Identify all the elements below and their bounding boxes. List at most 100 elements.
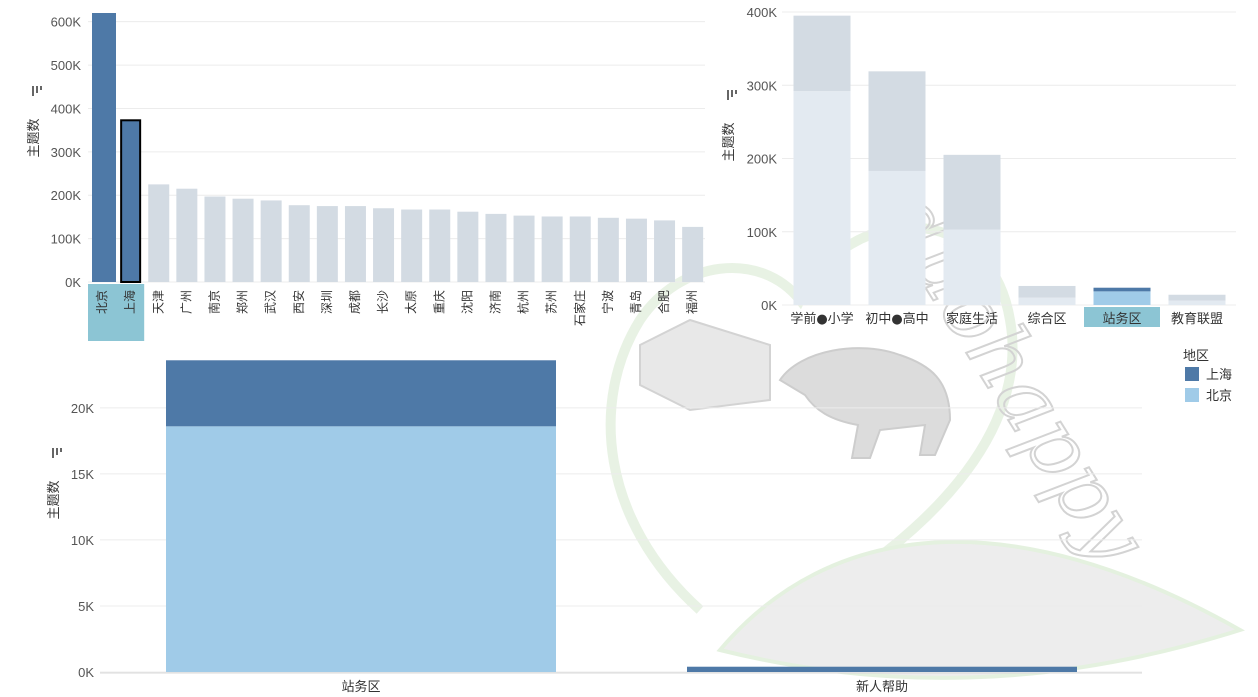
sort-icon[interactable]: [727, 90, 737, 100]
bar[interactable]: [457, 211, 479, 282]
bar-segment[interactable]: [943, 229, 1001, 305]
selection-highlight: [1084, 307, 1160, 327]
bar[interactable]: [401, 209, 423, 282]
selection-highlight: [88, 284, 145, 341]
bar[interactable]: [625, 218, 647, 282]
y-tick-label: 400K: [747, 5, 778, 20]
bar[interactable]: [204, 196, 226, 282]
y-tick-label: 100K: [51, 232, 82, 247]
y-axis-label: 主题数: [47, 480, 62, 519]
x-tick-label[interactable]: 苏州: [545, 290, 559, 314]
bar-segment[interactable]: [1168, 300, 1226, 305]
sort-icon[interactable]: [52, 448, 62, 458]
bar[interactable]: [429, 209, 451, 282]
y-tick-label: 300K: [51, 145, 82, 160]
bar[interactable]: [92, 13, 116, 282]
bar-segment[interactable]: [687, 666, 1077, 672]
bar[interactable]: [176, 188, 198, 282]
bar[interactable]: [682, 226, 704, 282]
sort-icon[interactable]: [32, 86, 42, 96]
y-tick-label: 300K: [747, 78, 778, 93]
x-tick-label[interactable]: 教育联盟: [1171, 311, 1223, 327]
bar-segment[interactable]: [166, 426, 556, 672]
bar-segment[interactable]: [1093, 291, 1151, 305]
x-tick-label[interactable]: 济南: [487, 290, 502, 314]
x-tick-label[interactable]: 沈阳: [459, 290, 474, 314]
watermark-books-icon: [639, 318, 771, 412]
bar-segment[interactable]: [1093, 287, 1151, 292]
bar[interactable]: [513, 215, 535, 282]
x-tick-label[interactable]: 杭州: [516, 290, 531, 314]
x-tick-label[interactable]: 学前●小学: [790, 311, 853, 327]
x-tick-label[interactable]: 太原: [403, 290, 418, 314]
legend-label-shanghai[interactable]: 上海: [1206, 368, 1232, 383]
x-tick-label[interactable]: 上海: [122, 290, 137, 314]
x-tick-label[interactable]: 深圳: [320, 290, 334, 314]
x-tick-label[interactable]: 北京: [95, 290, 109, 314]
bar[interactable]: [597, 217, 619, 282]
y-tick-label: 200K: [747, 152, 778, 167]
y-tick-label: 400K: [51, 101, 82, 116]
bar[interactable]: [260, 200, 282, 282]
x-tick-label[interactable]: 初中●高中: [865, 311, 928, 327]
y-tick-label: 10K: [71, 533, 94, 548]
bar-segment[interactable]: [1018, 285, 1076, 298]
bar-segment[interactable]: [793, 15, 851, 92]
x-tick-label[interactable]: 西安: [291, 290, 306, 314]
x-tick-label[interactable]: 成都: [348, 290, 362, 314]
watermark-animal-icon: [778, 347, 952, 459]
legend-title: 地区: [1183, 349, 1209, 364]
bar-segment[interactable]: [868, 170, 926, 305]
y-tick-label: 20K: [71, 401, 94, 416]
legend-swatch-beijing[interactable]: [1185, 388, 1199, 402]
x-tick-label[interactable]: 天津: [151, 290, 165, 314]
bar-segment[interactable]: [868, 71, 926, 171]
bar[interactable]: [485, 213, 507, 282]
y-tick-label: 0K: [761, 298, 777, 313]
y-tick-label: 500K: [51, 58, 82, 73]
legend-label-beijing[interactable]: 北京: [1206, 389, 1232, 404]
x-tick-label[interactable]: 新人帮助: [856, 679, 908, 695]
x-tick-label[interactable]: 综合区: [1027, 312, 1066, 327]
bar[interactable]: [541, 216, 563, 282]
x-tick-label[interactable]: 武汉: [264, 290, 278, 314]
bar[interactable]: [232, 198, 254, 282]
x-tick-label[interactable]: 福州: [684, 290, 699, 314]
x-tick-label[interactable]: 站务区: [341, 679, 380, 695]
x-tick-label[interactable]: 石家庄: [572, 290, 587, 326]
x-tick-label[interactable]: 青岛: [628, 290, 643, 314]
x-tick-label[interactable]: 南京: [206, 290, 221, 314]
chart-topics-by-city: 0K 100K 200K 300K 400K 500K 600K 主题数北京 上海 天津 广州 南京郑…: [27, 13, 705, 341]
x-tick-label[interactable]: 郑州: [235, 290, 250, 314]
bar[interactable]: [288, 205, 310, 282]
x-tick-label[interactable]: 站务区: [1102, 311, 1141, 327]
legend-swatch-shanghai[interactable]: [1185, 367, 1199, 381]
bar[interactable]: [344, 206, 366, 282]
bar[interactable]: [654, 220, 676, 282]
x-tick-label[interactable]: 广州: [179, 290, 193, 314]
y-tick-label: 15K: [71, 467, 94, 482]
x-tick-label[interactable]: 长沙: [376, 290, 390, 314]
y-axis-label: 主题数: [27, 118, 42, 157]
bar[interactable]: [120, 119, 142, 283]
bar[interactable]: [148, 184, 170, 282]
y-axis-label: 主题数: [722, 122, 737, 161]
x-tick-label[interactable]: 家庭生活: [946, 311, 998, 327]
bar-segment[interactable]: [943, 154, 1001, 230]
bar-segment[interactable]: [793, 91, 851, 305]
y-tick-label: 0K: [65, 275, 81, 290]
bar[interactable]: [373, 208, 395, 282]
bar-segment[interactable]: [166, 360, 556, 427]
x-tick-label[interactable]: 合肥: [656, 290, 671, 314]
bar-segment[interactable]: [1168, 294, 1226, 301]
x-tick-label[interactable]: 重庆: [432, 290, 446, 314]
bar[interactable]: [316, 206, 338, 282]
y-tick-label: 200K: [51, 188, 82, 203]
bar-segment[interactable]: [1018, 297, 1076, 305]
y-tick-label: 100K: [747, 225, 778, 240]
x-tick-label[interactable]: 宁波: [600, 290, 615, 314]
bar[interactable]: [569, 216, 591, 282]
